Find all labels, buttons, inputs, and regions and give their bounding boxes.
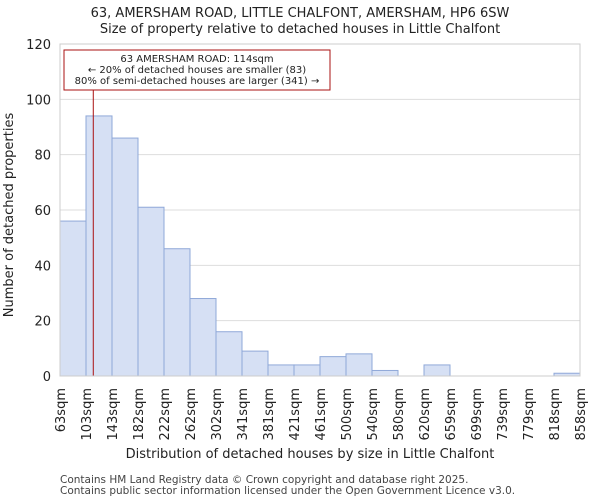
y-tick-label: 0 — [43, 370, 51, 385]
x-tick-label: 143sqm — [106, 388, 121, 441]
x-tick-label: 739sqm — [496, 388, 511, 441]
x-axis: 63sqm 103sqm 143sqm 182sqm 222sqm 262sqm 302sq… — [54, 388, 589, 441]
x-tick-label: 222sqm — [158, 388, 173, 441]
x-tick-label: 103sqm — [80, 388, 95, 441]
bar-103sqm — [85, 115, 113, 377]
x-tick-label: 341sqm — [236, 388, 251, 441]
bar-620sqm — [423, 364, 451, 377]
annotation: 63 AMERSHAM ROAD: 114sqm ← 20% of detach… — [63, 49, 331, 91]
x-tick-label: 580sqm — [392, 388, 407, 441]
bar-143sqm — [111, 137, 139, 377]
y-axis-label: Number of detached properties — [2, 113, 17, 318]
x-tick-label: 540sqm — [366, 388, 381, 441]
x-tick-label: 858sqm — [574, 388, 589, 441]
bar-341sqm — [241, 350, 269, 377]
bar-182sqm — [137, 206, 165, 377]
x-tick-label: 302sqm — [210, 388, 225, 441]
annotation-line-1: 63 AMERSHAM ROAD: 114sqm — [120, 54, 273, 65]
bars — [59, 115, 581, 377]
x-tick-label: 659sqm — [444, 388, 459, 441]
x-tick-label: 620sqm — [418, 388, 433, 441]
bar-381sqm — [267, 364, 295, 377]
y-tick-label: 60 — [34, 204, 51, 219]
y-tick-label: 40 — [34, 259, 51, 274]
y-tick-label: 20 — [34, 315, 51, 330]
x-axis-label: Distribution of detached houses by size … — [126, 447, 495, 462]
footer-line-2: Contains public sector information licen… — [60, 485, 515, 497]
bar-302sqm — [215, 331, 243, 377]
bar-262sqm — [189, 298, 217, 377]
x-tick-label: 500sqm — [340, 388, 355, 441]
plot-frame — [59, 43, 581, 377]
x-tick-label: 818sqm — [548, 388, 563, 441]
chart-subtitle: Size of property relative to detached ho… — [100, 22, 500, 37]
x-tick-label: 779sqm — [522, 388, 537, 441]
bar-461sqm — [319, 356, 347, 377]
x-tick-label: 381sqm — [262, 388, 277, 441]
bar-63sqm — [59, 220, 87, 377]
bar-421sqm — [293, 364, 321, 377]
x-tick-label: 262sqm — [184, 388, 199, 441]
bar-222sqm — [163, 248, 191, 377]
footer-line-1: Contains HM Land Registry data © Crown c… — [60, 474, 468, 486]
x-tick-label: 63sqm — [54, 388, 69, 432]
y-axis: 0 20 40 60 80 100 120 — [26, 38, 51, 385]
y-tick-label: 120 — [26, 38, 51, 53]
x-tick-label: 699sqm — [470, 388, 485, 441]
bar-540sqm — [371, 369, 399, 377]
x-tick-label: 182sqm — [132, 388, 147, 441]
bar-500sqm — [345, 353, 373, 377]
x-tick-label: 461sqm — [314, 388, 329, 441]
chart-title: 63, AMERSHAM ROAD, LITTLE CHALFONT, AMER… — [91, 6, 510, 21]
annotation-line-2: ← 20% of detached houses are smaller (83… — [88, 65, 306, 76]
x-tick-label: 421sqm — [288, 388, 303, 441]
y-tick-label: 80 — [34, 149, 51, 164]
y-tick-label: 100 — [26, 93, 51, 108]
annotation-line-3: 80% of semi-detached houses are larger (… — [75, 76, 320, 87]
annotation-box — [63, 49, 331, 91]
